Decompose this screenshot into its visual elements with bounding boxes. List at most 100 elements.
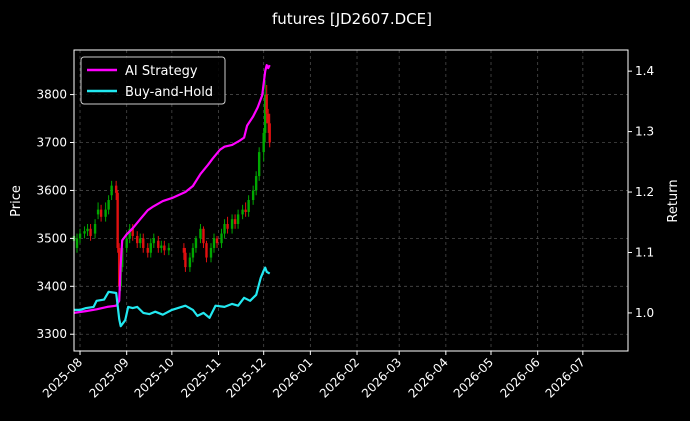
candle-body [110,185,113,196]
series-line-ai-strategy [73,63,271,314]
legend: AI Strategy Buy-and-Hold [80,56,226,105]
candle-body [202,228,205,244]
candle-body [146,247,149,253]
candle-body [230,219,234,229]
legend-label-ai-strategy: AI Strategy [125,64,198,79]
candle-body [96,209,100,215]
candle [236,209,240,229]
candle [114,180,118,201]
candle [142,233,145,253]
candle [75,233,79,253]
y-axis-right-label: Return [666,179,681,222]
candle [247,195,250,217]
candle-body [142,238,145,248]
candle [160,240,163,253]
y-left-tick-label: 3300 [36,327,67,341]
y-left-tick-label: 3400 [36,279,67,293]
candle-body [139,238,142,244]
candle [223,219,226,239]
candle-body [188,257,192,268]
candle [199,223,202,244]
candle-body [236,214,240,224]
y-left-tick-label: 3600 [36,183,67,197]
candle [167,243,171,256]
candle-body [191,247,195,258]
candle-body [107,200,110,210]
candle-body [220,233,223,244]
candle [83,226,86,239]
candle [96,202,100,220]
candle-body [86,228,89,232]
candle-body [125,238,128,248]
candle-body [104,209,107,217]
candle-body [268,123,271,143]
candle-body [149,243,152,253]
series-line-buy-and-hold [74,266,271,328]
candle [110,180,113,201]
y-right-tick-label: 1.0 [635,306,654,320]
candle [86,223,89,236]
y-axis-left: 3300 3400 3500 3600 3700 3800 [36,88,74,341]
candle [191,243,195,263]
candle-body [257,152,261,177]
candle-body [199,228,202,239]
candle [194,235,198,253]
candle-body [267,113,270,124]
y-right-tick-label: 1.2 [635,185,654,199]
plot-area-frame [73,49,629,352]
candle [146,243,149,258]
candle [205,240,208,263]
candle [244,202,247,217]
candle [262,128,265,162]
candle [220,228,223,248]
chart-title: futures [JD2607.DCE] [272,10,432,28]
candle-body [182,247,186,253]
candle [257,147,261,181]
legend-label-buy-and-hold: Buy-and-Hold [125,85,213,100]
candle-body [262,132,265,153]
candle-body [247,200,250,213]
candle [136,231,139,248]
y-axis-right: 1.0 1.1 1.2 1.3 1.4 [628,64,654,320]
candle [116,190,119,253]
candle-body [226,223,229,229]
candle-body [215,238,219,244]
candle [265,84,268,124]
candle-body [167,247,171,251]
candle [254,171,258,196]
candle-body [93,223,97,234]
candle [128,223,131,244]
candle [125,233,128,253]
candle [104,202,107,222]
candle-body [160,245,163,248]
candle-body [114,185,118,193]
candle-body [152,238,155,244]
y-right-tick-label: 1.1 [635,245,654,259]
candle-body [78,233,82,239]
candle [184,247,187,272]
candle-body [254,176,258,191]
candle-body [244,209,247,213]
candle-body [117,247,121,287]
candle [163,240,166,256]
candle-body [136,235,139,244]
candle-body [99,209,103,217]
candle [188,252,192,272]
candle-body [75,238,79,248]
candle-body [209,247,213,258]
candle [78,228,82,244]
candle [251,185,255,205]
candle-body [157,240,160,248]
candle [182,243,186,260]
candle-body [131,228,134,236]
candle [226,216,229,234]
candle [233,214,237,229]
candle [139,233,142,248]
candle-body [265,94,268,114]
candle-body [233,219,237,224]
y-right-tick-label: 1.4 [635,64,654,78]
y-axis-left-label: Price [9,185,24,217]
candle [99,204,103,222]
candle [202,226,205,248]
